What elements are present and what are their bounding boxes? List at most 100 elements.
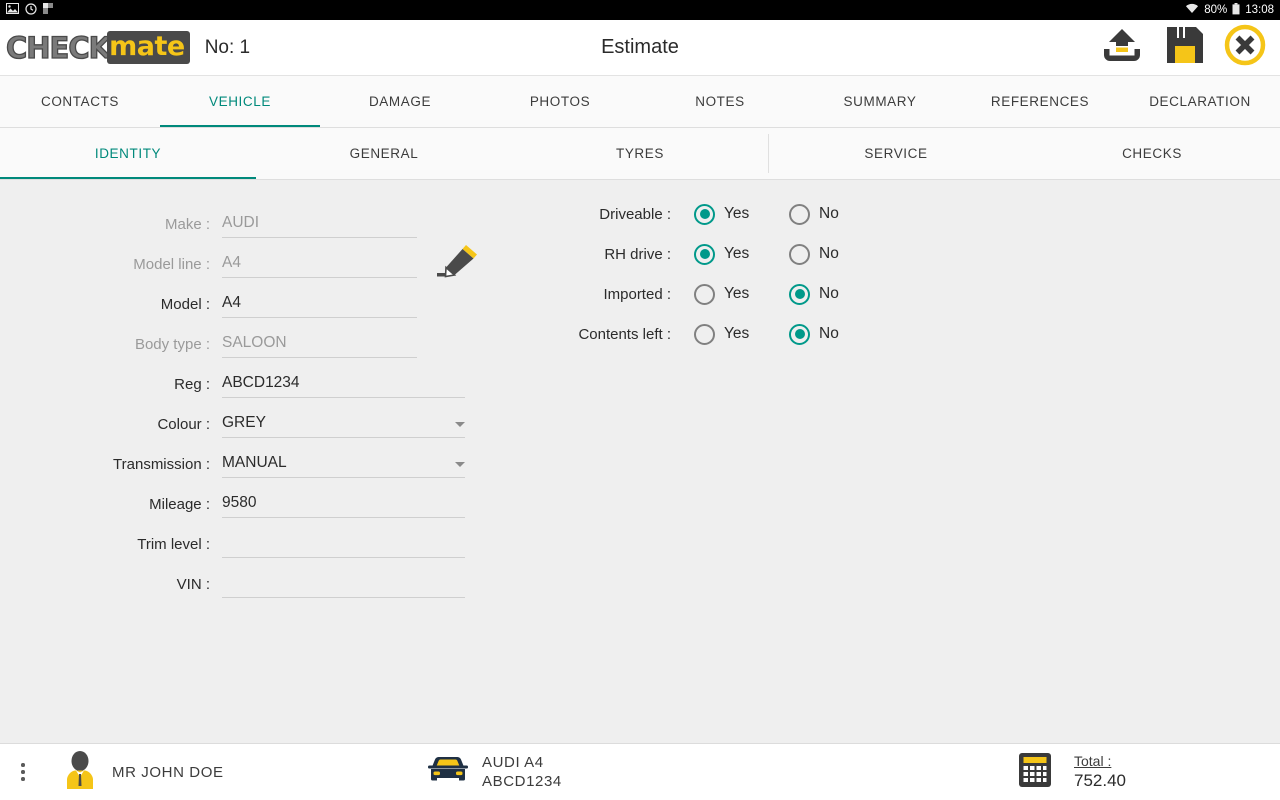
pencil-icon[interactable] [436, 242, 482, 284]
dot [21, 763, 25, 767]
label-mileage: Mileage : [149, 496, 210, 513]
customer-summary[interactable]: MR JOHN DOE [62, 750, 224, 795]
input-vin[interactable] [222, 574, 465, 598]
total-value: 752.40 [1074, 771, 1126, 790]
subtab-checks[interactable]: CHECKS [1122, 146, 1182, 161]
input-reg[interactable]: ABCD1234 [222, 374, 465, 398]
person-icon [62, 750, 98, 795]
clock-icon [25, 2, 37, 18]
radio-contents-left-yes[interactable]: Yes [685, 323, 780, 345]
vehicle-reg: ABCD1234 [482, 773, 562, 790]
field-row-model-line: Model line : A4 [0, 238, 500, 278]
input-model[interactable]: A4 [222, 294, 417, 318]
title-bar: CHECK mate No: 1 Estimate [0, 20, 1280, 76]
vehicle-details: AUDI A4 ABCD1234 [482, 753, 562, 791]
label-colour: Colour : [157, 416, 210, 433]
tab-summary[interactable]: SUMMARY [843, 94, 917, 109]
value-model: A4 [222, 294, 241, 311]
radio-button-selected-icon [694, 243, 715, 265]
tab-damage[interactable]: DAMAGE [368, 94, 432, 109]
tab-photos[interactable]: PHOTOS [529, 94, 591, 109]
save-icon[interactable] [1164, 24, 1206, 71]
input-model-line[interactable]: A4 [222, 254, 417, 278]
radio-rh-drive-yes[interactable]: Yes [685, 243, 780, 265]
field-row-mileage: Mileage : 9580 [0, 478, 500, 518]
radio-label-yes: Yes [724, 285, 750, 302]
input-make[interactable]: AUDI [222, 214, 417, 238]
page-title: Estimate [601, 36, 679, 58]
logo-mate-badge: mate [107, 31, 190, 64]
select-colour[interactable]: GREY [222, 414, 465, 438]
main-tab-bar: CONTACTS VEHICLE DAMAGE PHOTOS NOTES SUM… [0, 76, 1280, 128]
tab-contacts[interactable]: CONTACTS [40, 94, 120, 109]
radio-button-icon [789, 243, 810, 265]
radio-driveable-no[interactable]: No [780, 203, 875, 225]
radio-imported-yes[interactable]: Yes [685, 283, 780, 305]
field-row-trim-level: Trim level : [0, 518, 500, 558]
image-icon [6, 3, 19, 17]
label-transmission: Transmission : [113, 456, 210, 473]
tab-notes[interactable]: NOTES [695, 94, 745, 109]
title-bar-actions [1098, 24, 1280, 71]
radio-button-selected-icon [789, 283, 810, 305]
input-trim-level[interactable] [222, 534, 465, 558]
radio-driveable-yes[interactable]: Yes [685, 203, 780, 225]
radio-imported-no[interactable]: No [780, 283, 875, 305]
field-row-body-type: Body type : SALOON [0, 318, 500, 358]
subtab-general[interactable]: GENERAL [349, 146, 419, 161]
tab-vehicle[interactable]: VEHICLE [160, 76, 320, 127]
android-status-bar: 80% 13:08 [0, 0, 1280, 20]
label-model: Model : [160, 296, 210, 313]
bottom-summary-bar: MR JOHN DOE AUDI A4 ABCD1234 [0, 743, 1280, 800]
radio-contents-left-no[interactable]: No [780, 323, 875, 345]
radio-button-selected-icon [694, 203, 715, 225]
radio-label-no: No [819, 245, 839, 262]
status-bar-left-icons [6, 2, 54, 18]
select-transmission[interactable]: MANUAL [222, 454, 465, 478]
label-vin: VIN : [176, 576, 210, 593]
total-summary[interactable]: Total : 752.40 [1018, 752, 1126, 793]
label-contents-left: Contents left : [578, 325, 671, 343]
value-make: AUDI [222, 214, 260, 231]
radio-row-rh-drive: RH drive : Yes No [545, 234, 875, 274]
wifi-icon [1185, 3, 1199, 17]
vehicle-flags-group: Driveable : Yes No RH drive : Yes [545, 194, 875, 354]
tab-declaration[interactable]: DECLARATION [1149, 94, 1251, 109]
value-body-type: SALOON [222, 334, 287, 351]
logo-check-text: CHECK [5, 30, 111, 65]
close-icon[interactable] [1224, 24, 1266, 71]
input-body-type[interactable]: SALOON [222, 334, 417, 358]
battery-icon [1232, 2, 1240, 18]
value-model-line: A4 [222, 254, 241, 271]
vehicle-identity-fields: Make : AUDI Model line : A4 Model : A4 B… [0, 198, 500, 598]
tab-references[interactable]: REFERENCES [990, 94, 1090, 109]
label-model-line: Model line : [133, 256, 210, 273]
radio-row-contents-left: Contents left : Yes No [545, 314, 875, 354]
radio-label-no: No [819, 205, 839, 222]
label-rh-drive: RH drive : [604, 245, 671, 263]
vehicle-summary[interactable]: AUDI A4 ABCD1234 [428, 753, 562, 791]
chevron-down-icon[interactable] [455, 462, 465, 467]
radio-label-no: No [819, 325, 839, 342]
radio-rh-drive-no[interactable]: No [780, 243, 875, 265]
field-row-vin: VIN : [0, 558, 500, 598]
radio-label-no: No [819, 285, 839, 302]
subtab-identity[interactable]: IDENTITY [0, 128, 256, 179]
calculator-icon [1018, 752, 1052, 793]
radio-button-icon [694, 323, 715, 345]
checkmate-logo: CHECK mate [5, 30, 190, 65]
upload-icon[interactable] [1098, 27, 1146, 68]
subtab-tyres[interactable]: TYRES [615, 146, 664, 161]
radio-label-yes: Yes [724, 245, 750, 262]
value-colour: GREY [222, 414, 266, 431]
radio-label-yes: Yes [724, 325, 750, 342]
subtab-service[interactable]: SERVICE [768, 128, 1024, 179]
overflow-menu-icon[interactable] [0, 763, 46, 781]
input-mileage[interactable]: 9580 [222, 494, 465, 518]
status-bar-right: 80% 13:08 [1185, 2, 1274, 18]
radio-button-icon [789, 203, 810, 225]
radio-label-yes: Yes [724, 205, 750, 222]
chevron-down-icon[interactable] [455, 422, 465, 427]
status-bar-clock: 13:08 [1245, 4, 1274, 16]
